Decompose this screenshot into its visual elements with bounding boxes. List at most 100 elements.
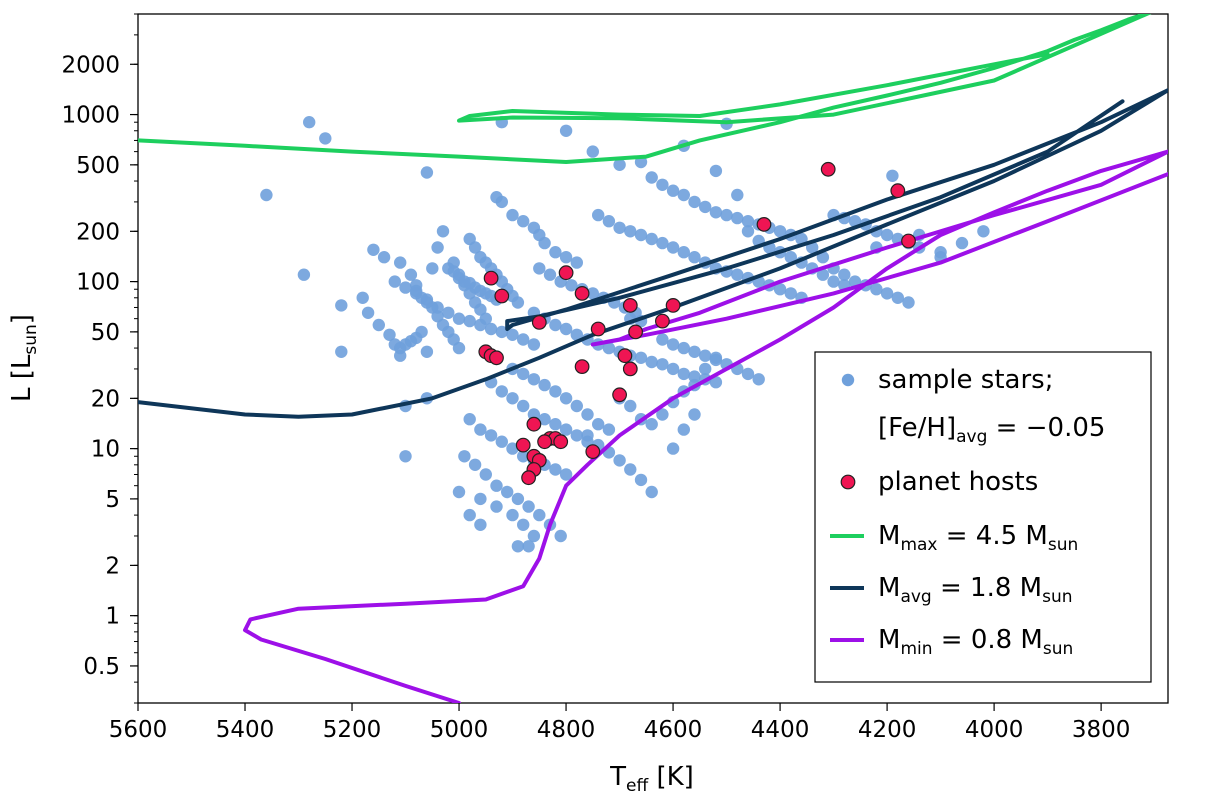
sample-star-point [356,291,369,304]
planet-host-point [590,321,606,337]
sample-star-point [688,408,701,421]
sample-star-point [549,318,562,332]
sample-star-point [479,468,492,481]
sample-star-point [592,208,605,222]
m-max-track-line [138,14,1152,164]
sample-star-point [886,169,899,182]
sample-star-point [431,241,444,254]
sample-star-point [474,423,487,436]
sample-star-point [656,333,669,346]
sample-star-point [645,232,658,246]
sample-star-point [442,306,455,319]
sample-star-point [517,518,530,531]
sample-star-point [656,236,669,250]
sample-star-point [436,225,450,238]
sample-star-point [522,540,535,553]
sample-star-point [656,178,669,191]
y-tick-label: 2 [105,553,120,579]
sample-star-point [527,338,541,351]
sample-star-point [533,262,546,275]
sample-star-point [335,345,348,358]
legend-box [814,351,1152,683]
x-tick-label: 4200 [858,717,917,743]
sample-star-point [522,500,535,513]
sample-star-point [656,408,669,421]
sample-star-point [902,296,915,309]
sample-star-point [559,322,573,336]
sample-star-point [394,256,407,269]
x-tick-label: 5600 [109,717,168,743]
sample-star-point [463,508,476,522]
sample-star-point [709,376,723,389]
planet-host-point [574,286,590,301]
sample-star-point [677,188,690,202]
sample-star-point [484,322,498,336]
planet-host-point [756,216,772,232]
sample-star-point [474,518,487,531]
planet-host-point [553,434,569,450]
sample-star-point [468,241,482,254]
sample-star-point [506,392,519,405]
legend-entry-text: Mavg = 1.8 Msun [878,573,1073,607]
sample-star-point [511,296,525,309]
y-tick-label: 1 [105,604,120,630]
sample-star-point [666,362,680,376]
planet-host-point [483,270,499,286]
sample-star-point [420,345,434,358]
planet-host-point [617,348,633,364]
y-tick-label: 500 [76,153,120,179]
y-tick-label: 5 [105,487,120,513]
legend-star-marker [841,373,855,387]
sample-star-point [335,299,348,312]
y-tick-label: 10 [91,437,120,463]
sample-star-point [645,485,658,499]
y-tick-label: 200 [76,219,120,245]
planet-host-point [515,437,531,453]
sample-star-point [880,287,894,300]
sample-star-point [816,268,830,281]
sample-star-point [784,287,797,300]
sample-star-point [527,529,541,543]
x-tick-label: 4600 [644,717,703,743]
sample-star-point [474,318,487,332]
sample-star-point [624,399,637,413]
planet-host-point [820,161,836,177]
planet-host-point [612,387,627,403]
y-tick-label: 100 [76,270,120,296]
sample-star-point [634,473,648,487]
sample-star-point [613,158,626,171]
sample-star-point [506,328,519,341]
sample-star-point [377,251,391,264]
sample-star-point [602,423,616,436]
sample-star-point [511,540,525,553]
sample-star-point [474,303,487,316]
sample-star-point [517,367,530,381]
legend-host-marker [840,474,856,490]
y-tick-label: 1000 [61,103,120,129]
legend-entry-text: sample stars; [878,365,1053,395]
sample-star-point [549,385,562,398]
series-layer [138,14,1168,703]
sample-star-point [463,413,476,426]
sample-star-point [666,442,680,455]
sample-star-point [426,262,439,275]
sample-star-point [565,279,578,292]
sample-star-point [495,435,508,448]
sample-star-point [452,341,466,355]
sample-star-point [773,225,787,238]
sample-star-point [420,296,434,309]
planet-host-point [665,298,681,313]
sample-star-point [303,116,316,129]
legend: sample stars; [Fe/H]avg = −0.05 planet hos… [814,351,1152,683]
planet-host-point [489,350,504,366]
y-tick-label: 0.5 [83,654,120,680]
sample-star-point [645,171,658,184]
planet-host-point [890,183,906,199]
sample-star-point [586,287,599,300]
sample-star-point [677,246,690,259]
sample-star-point [538,378,551,392]
sample-star-point [527,373,541,386]
planet-host-point [521,470,536,486]
planet-host-point [901,233,916,249]
sample-star-point [420,166,434,179]
